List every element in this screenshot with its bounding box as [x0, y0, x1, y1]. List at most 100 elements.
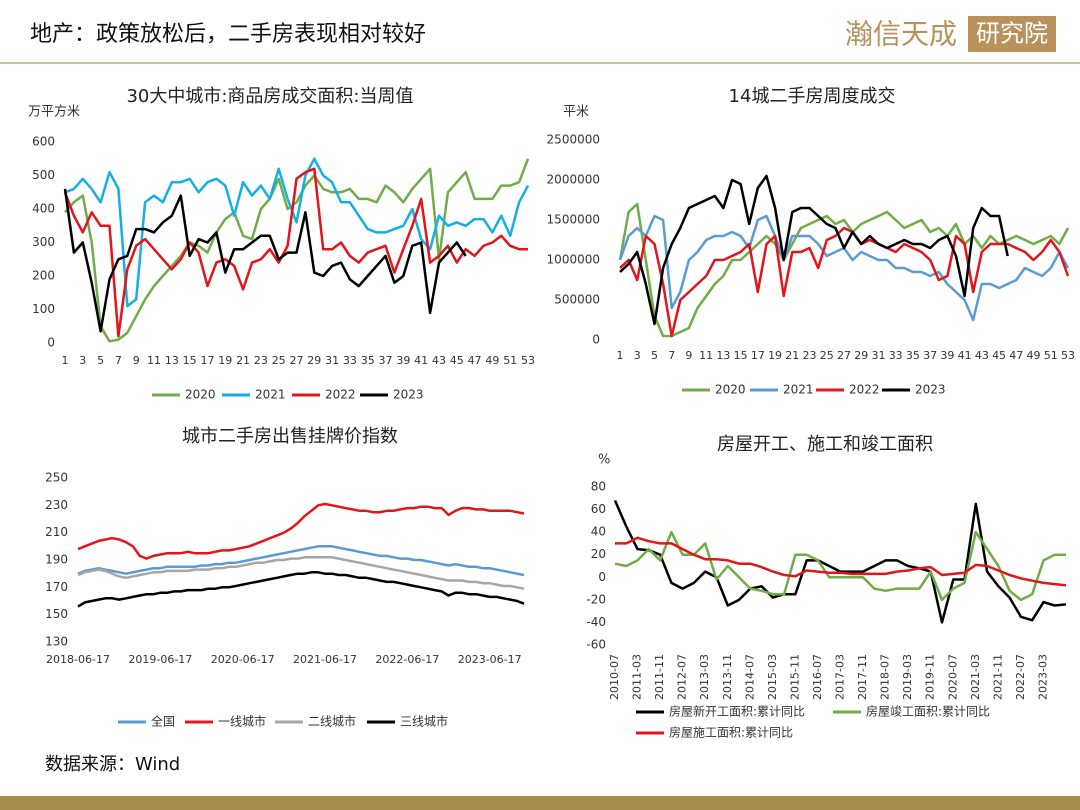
y-tick-label: 0: [47, 336, 55, 350]
x-tick-label: 5: [651, 349, 658, 362]
y-tick-label: 200: [32, 269, 55, 283]
x-tick-label: 41: [958, 349, 972, 362]
legend-label: 房屋施工面积:累计同比: [669, 725, 793, 740]
x-tick-label: 47: [1009, 349, 1023, 362]
x-tick-label: 1: [62, 354, 69, 367]
x-tick-label: 19: [218, 354, 232, 367]
y-tick-label: 210: [45, 525, 68, 539]
x-tick-label: 51: [503, 354, 517, 367]
series-line: [619, 174, 1009, 326]
x-tick-label: 53: [521, 354, 535, 367]
x-tick-label: 2013-03: [698, 654, 711, 700]
x-tick-label: 9: [685, 349, 692, 362]
x-tick-label: 2015-03: [766, 654, 779, 700]
legend-label: 2022: [325, 388, 356, 402]
y-tick-label: 170: [45, 580, 68, 594]
y-tick-label: 300: [32, 235, 55, 249]
x-tick-label: 2012-07: [676, 654, 689, 700]
x-tick-label: 35: [906, 349, 920, 362]
x-tick-label: 2022-06-17: [375, 653, 439, 666]
legend-label: 二线城市: [308, 714, 356, 729]
y-tick-label: 1000000: [547, 253, 600, 267]
x-tick-label: 15: [183, 354, 197, 367]
y-tick-label: 100: [32, 302, 55, 316]
logo-box: [968, 16, 1056, 52]
x-tick-label: 29: [307, 354, 321, 367]
logo: 瀚信天成: [845, 18, 957, 51]
series-line: [77, 556, 525, 590]
legend-label: 一线城市: [218, 714, 266, 729]
y-tick-label: -40: [586, 615, 606, 629]
x-tick-label: 2019-06-17: [128, 653, 192, 666]
x-tick-label: 25: [820, 349, 834, 362]
legend-label: 2021: [783, 383, 814, 397]
y-tick-label: 600: [32, 135, 55, 149]
x-tick-label: 9: [133, 354, 140, 367]
x-tick-label: 21: [236, 354, 250, 367]
x-tick-label: 33: [343, 354, 357, 367]
y-tick-label: 500000: [554, 293, 600, 307]
series-line: [614, 530, 1066, 602]
x-tick-label: 11: [147, 354, 161, 367]
x-tick-label: 29: [854, 349, 868, 362]
y-tick-label: 60: [591, 502, 606, 516]
x-tick-label: 19: [768, 349, 782, 362]
x-tick-label: 3: [634, 349, 641, 362]
chart-title: 14城二手房周度成交: [729, 86, 896, 107]
series-line: [619, 226, 1070, 338]
y-tick-label: 0: [592, 333, 600, 347]
x-tick-label: 39: [396, 354, 410, 367]
x-tick-label: 3: [79, 354, 86, 367]
x-tick-label: 1: [617, 349, 624, 362]
x-tick-label: 2021-11: [991, 654, 1004, 700]
y-tick-label: 150: [45, 607, 68, 621]
x-tick-label: 2013-11: [721, 654, 734, 700]
series-line: [77, 571, 525, 608]
y-tick-label: 1500000: [547, 213, 600, 227]
y-tick-label: 2500000: [547, 133, 600, 147]
x-tick-label: 2019-03: [901, 654, 914, 700]
x-tick-label: 13: [716, 349, 730, 362]
x-tick-label: 51: [1044, 349, 1058, 362]
legend-label: 全国: [151, 714, 175, 729]
x-tick-label: 2011-11: [653, 654, 666, 700]
y-tick-label: -20: [586, 592, 606, 606]
legend-label: 2020: [185, 388, 216, 402]
x-tick-label: 2021-06-17: [293, 653, 357, 666]
x-tick-label: 37: [379, 354, 393, 367]
x-tick-label: 7: [115, 354, 122, 367]
x-tick-label: 35: [361, 354, 375, 367]
x-tick-label: 33: [889, 349, 903, 362]
legend-label: 2023: [393, 388, 424, 402]
legend-label: 2021: [255, 388, 286, 402]
source: 数据来源：Wind: [45, 754, 180, 775]
series-line: [64, 158, 530, 343]
x-tick-label: 53: [1061, 349, 1075, 362]
chart-title: 城市二手房出售挂牌价指数: [182, 426, 398, 447]
x-tick-label: 39: [940, 349, 954, 362]
y-tick-label: 250: [45, 471, 68, 485]
x-tick-label: 2021-03: [969, 654, 982, 700]
x-tick-label: 17: [751, 349, 765, 362]
x-tick-label: 31: [871, 349, 885, 362]
x-tick-label: 2017-11: [856, 654, 869, 700]
x-tick-label: 21: [785, 349, 799, 362]
x-tick-label: 27: [837, 349, 851, 362]
x-tick-label: 41: [414, 354, 428, 367]
chart-title: 30大中城市:商品房成交面积:当周值: [126, 86, 413, 107]
x-tick-label: 23: [803, 349, 817, 362]
x-tick-label: 5: [97, 354, 104, 367]
series-line: [64, 157, 530, 308]
legend-label: 房屋新开工面积:累计同比: [669, 704, 805, 719]
series-line: [63, 188, 467, 333]
y-tick-label: -60: [586, 638, 606, 652]
y-tick-label: 2000000: [547, 173, 600, 187]
y-axis-unit: 平米: [563, 105, 589, 120]
x-tick-label: 45: [992, 349, 1006, 362]
x-tick-label: 47: [468, 354, 482, 367]
y-axis-unit: %: [598, 453, 610, 468]
x-tick-label: 25: [272, 354, 286, 367]
x-tick-label: 2020-07: [946, 654, 959, 700]
